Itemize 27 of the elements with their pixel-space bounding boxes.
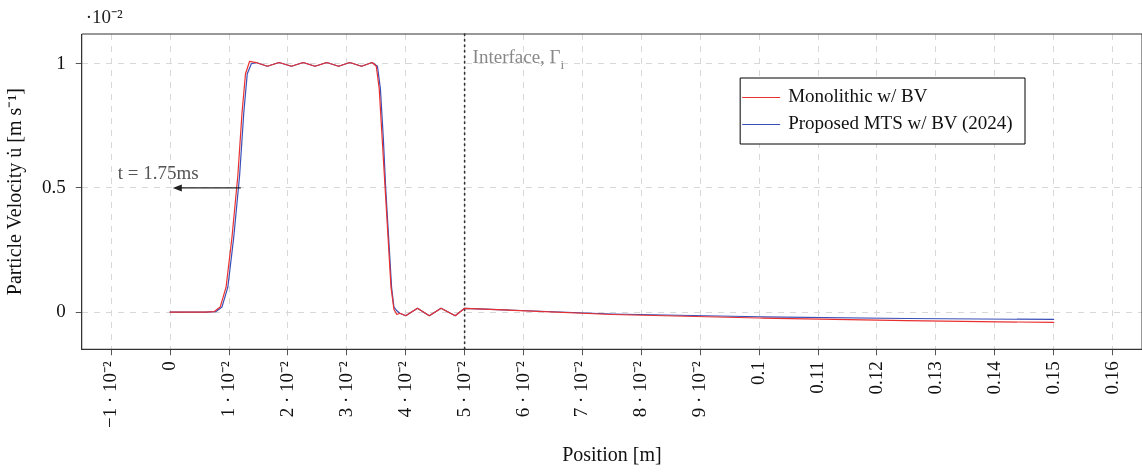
x-axis-title: Position [m] [562, 443, 662, 466]
x-tick-label: 0.12 [864, 361, 886, 395]
x-tick-label: 0.16 [1100, 361, 1122, 395]
y-axis-title: Particle Velocity u̇ [m s⁻¹] [3, 88, 27, 296]
x-tick-label: 8 · 10⁻² [629, 360, 651, 418]
x-tick-label: 0 [158, 361, 180, 371]
x-tick-label: 9 · 10⁻² [688, 360, 710, 418]
x-tick-label: −1 · 10⁻² [99, 360, 121, 429]
x-tick-label: 5 · 10⁻² [452, 360, 474, 418]
annotation: t = 1.75ms [117, 162, 199, 184]
legend-label: Monolithic w/ BV [788, 85, 928, 107]
legend-label: Proposed MTS w/ BV (2024) [788, 112, 1013, 135]
y-tick-label: 0 [56, 300, 66, 322]
x-tick-label: 0.1 [747, 361, 769, 386]
x-tick-label: 6 · 10⁻² [511, 360, 533, 418]
x-tick-label: 0.11 [806, 361, 828, 394]
x-tick-label: 0.14 [982, 360, 1004, 395]
text: ·10⁻² [85, 6, 124, 28]
x-tick-label: 3 · 10⁻² [334, 360, 356, 418]
y-tick-label: 1 [56, 51, 66, 73]
x-tick-label: 0.15 [1041, 361, 1063, 395]
y-tick-label: 0.5 [42, 175, 66, 197]
x-tick-label: 0.13 [923, 361, 945, 395]
x-tick-label: 4 · 10⁻² [393, 360, 415, 418]
x-tick-label: 2 · 10⁻² [275, 360, 297, 418]
x-tick-label: 7 · 10⁻² [570, 360, 592, 418]
x-tick-label: 1 · 10⁻² [216, 360, 238, 418]
